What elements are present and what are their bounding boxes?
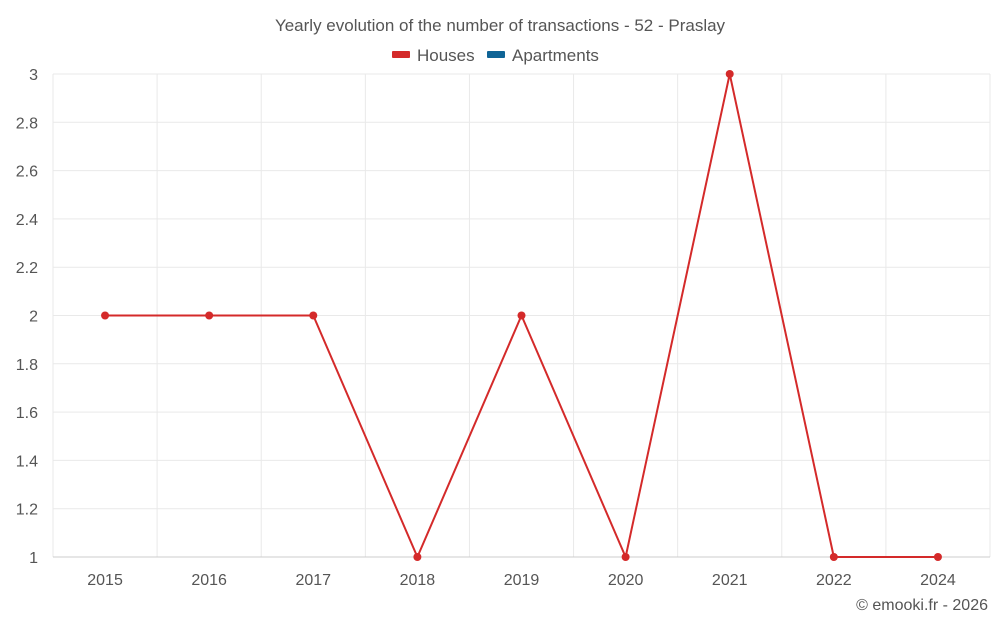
chart-title: Yearly evolution of the number of transa…	[275, 16, 726, 35]
x-tick-label: 2024	[920, 572, 956, 589]
x-tick-label: 2016	[191, 572, 227, 589]
data-point-houses[interactable]	[725, 70, 734, 78]
y-tick-label: 1	[29, 550, 38, 567]
x-tick-label: 2022	[816, 572, 852, 589]
legend-item-houses[interactable]: Houses	[392, 46, 475, 65]
x-tick-label: 2015	[87, 572, 123, 589]
data-point-houses[interactable]	[205, 311, 214, 320]
legend-item-apartments[interactable]: Apartments	[487, 46, 599, 65]
credit-label: © emooki.fr - 2026	[856, 597, 988, 614]
y-tick-label: 1.8	[16, 357, 38, 374]
data-point-houses[interactable]	[413, 553, 422, 561]
y-tick-label: 2	[29, 309, 38, 326]
data-point-houses[interactable]	[933, 553, 942, 561]
x-tick-label: 2021	[712, 572, 748, 589]
legend-swatch-houses	[392, 51, 410, 58]
y-tick-label: 2.8	[16, 115, 38, 132]
y-tick-label: 3	[29, 67, 38, 84]
x-tick-label: 2017	[295, 572, 331, 589]
y-tick-label: 2.4	[16, 212, 38, 229]
y-tick-label: 2.2	[16, 260, 38, 277]
y-tick-label: 2.6	[16, 164, 38, 181]
y-tick-label: 1.4	[16, 453, 38, 470]
data-point-houses[interactable]	[621, 553, 630, 561]
data-point-houses[interactable]	[101, 311, 110, 320]
data-point-houses[interactable]	[829, 553, 838, 561]
legend: Houses Apartments	[392, 46, 599, 65]
legend-swatch-apartments	[487, 51, 505, 58]
x-tick-label: 2019	[504, 572, 540, 589]
axes: 1 1.2 1.4 1.6 1.8 2 2.2 2.4 2.6 2.8 3 2015 2016 2017 2…	[16, 67, 990, 589]
legend-label-houses: Houses	[417, 46, 475, 65]
y-tick-label: 1.6	[16, 405, 38, 422]
x-tick-label: 2018	[400, 572, 436, 589]
data-point-houses[interactable]	[517, 311, 526, 320]
legend-label-apartments: Apartments	[512, 46, 599, 65]
data-point-houses[interactable]	[309, 311, 318, 320]
series	[101, 70, 942, 561]
x-tick-label: 2020	[608, 572, 644, 589]
y-tick-label: 1.2	[16, 502, 38, 519]
